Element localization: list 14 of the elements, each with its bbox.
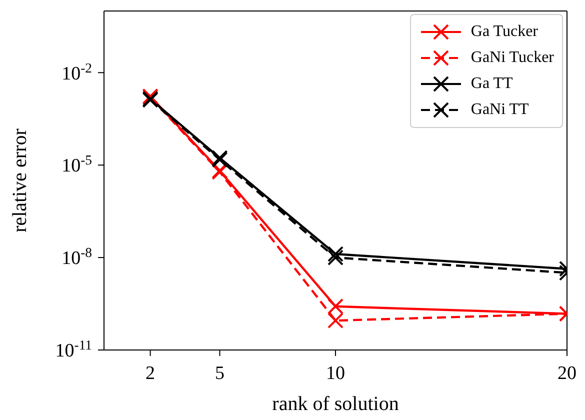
- x-tick-label: 20: [558, 363, 576, 384]
- y-axis-title: relative error: [9, 128, 31, 232]
- legend-label: Ga Tucker: [470, 23, 538, 41]
- y-tick-label: 10$^{-8}$: [62, 244, 92, 270]
- y-tick-label: 10$^{-2}$: [62, 60, 92, 84]
- x-axis-title: rank of solution: [272, 393, 399, 415]
- legend-label: GaNi Tucker: [470, 49, 554, 67]
- y-tick-label: 10$^{-5}$: [62, 152, 92, 177]
- legend-label: GaNi TT: [470, 101, 529, 119]
- x-tick-label: 2: [146, 363, 156, 384]
- x-tick-label: 5: [215, 363, 224, 384]
- y-tick-label: 10$^{-11}$: [55, 337, 92, 362]
- x-tick-label: 10: [326, 363, 345, 384]
- legend-label: Ga TT: [470, 75, 513, 93]
